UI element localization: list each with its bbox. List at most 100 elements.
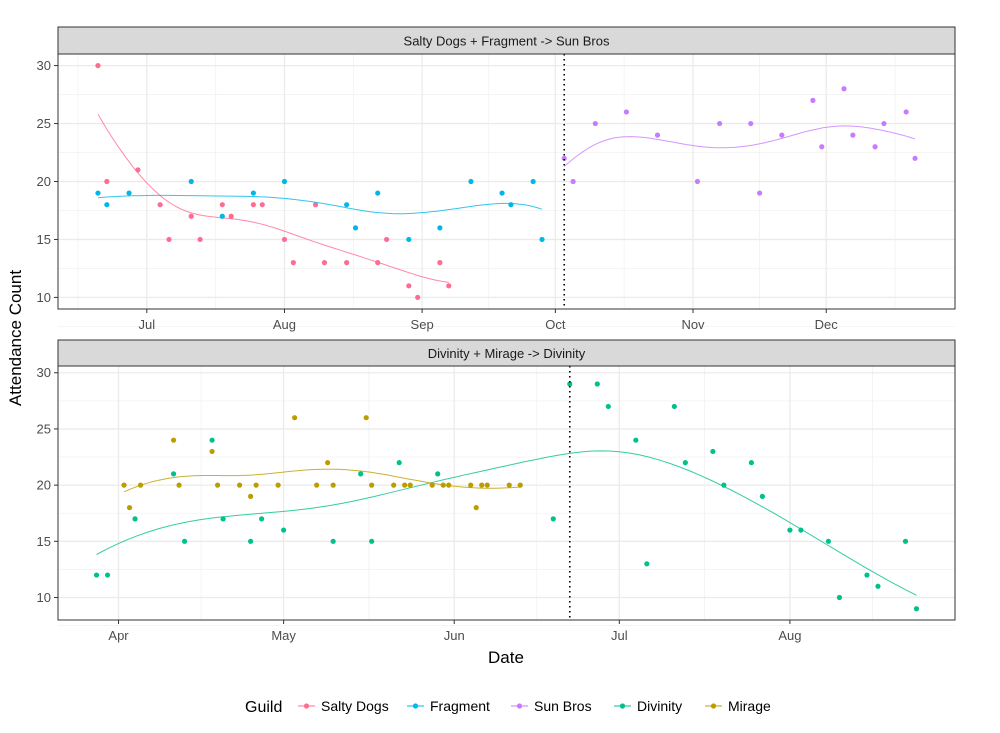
x-tick-label: Dec bbox=[815, 317, 839, 332]
data-point-salty-dogs bbox=[104, 178, 110, 185]
smooth-line-sun-bros bbox=[563, 125, 916, 167]
data-point-divinity bbox=[435, 471, 441, 477]
data-point-fragment bbox=[352, 225, 359, 231]
data-point-divinity bbox=[259, 516, 265, 522]
data-point-salty-dogs bbox=[250, 202, 256, 208]
data-point-fragment bbox=[344, 202, 350, 208]
data-point-salty-dogs bbox=[312, 202, 319, 208]
x-tick-label: Jun bbox=[444, 628, 465, 643]
data-point-divinity bbox=[721, 482, 727, 488]
data-point-fragment bbox=[250, 190, 256, 196]
facet-panel: 10 15 20 25 30 Apr May Jun Jul Aug Divinity + Mira… bbox=[37, 339, 956, 643]
data-point-divinity bbox=[369, 538, 375, 544]
data-point-mirage bbox=[407, 482, 413, 488]
x-tick-label: Sep bbox=[411, 317, 434, 332]
facet-strip-title: Divinity + Mirage -> Divinity bbox=[428, 346, 586, 361]
data-point-salty-dogs bbox=[135, 167, 141, 173]
data-point-divinity bbox=[93, 572, 100, 578]
data-point-salty-dogs bbox=[437, 260, 443, 266]
x-tick-label: Oct bbox=[545, 317, 566, 332]
data-point-salty-dogs bbox=[344, 260, 350, 266]
data-point-sun-bros bbox=[779, 132, 785, 138]
data-point-divinity bbox=[798, 527, 804, 533]
data-point-divinity bbox=[104, 572, 111, 578]
legend-label: Divinity bbox=[637, 698, 682, 714]
y-tick-label: 10 bbox=[37, 290, 51, 305]
y-tick-label: 30 bbox=[37, 365, 51, 380]
data-point-sun-bros bbox=[757, 190, 763, 196]
data-point-mirage bbox=[253, 482, 259, 488]
data-point-mirage bbox=[446, 482, 452, 488]
data-point-mirage bbox=[517, 482, 523, 488]
facet-strip bbox=[57, 339, 956, 367]
y-tick-label: 25 bbox=[37, 116, 51, 131]
y-axis-title: Attendance Count bbox=[6, 270, 25, 406]
data-point-sun-bros bbox=[903, 109, 909, 115]
facet-strip-title: Salty Dogs + Fragment -> Sun Bros bbox=[404, 34, 610, 49]
legend-label: Mirage bbox=[728, 698, 771, 714]
data-point-divinity bbox=[132, 516, 138, 522]
data-point-sun-bros bbox=[592, 120, 598, 127]
data-point-sun-bros bbox=[570, 178, 576, 185]
legend-item: Sun Bros bbox=[511, 698, 592, 714]
legend-key-point bbox=[619, 703, 626, 709]
data-point-salty-dogs bbox=[281, 236, 288, 243]
data-point-salty-dogs bbox=[446, 283, 452, 289]
data-point-divinity bbox=[682, 460, 688, 466]
data-point-sun-bros bbox=[912, 155, 918, 161]
data-point-mirage bbox=[248, 493, 254, 499]
data-point-sun-bros bbox=[654, 132, 661, 138]
legend-label: Fragment bbox=[430, 698, 490, 714]
data-point-sun-bros bbox=[561, 155, 567, 161]
data-point-salty-dogs bbox=[321, 260, 328, 266]
panel-background bbox=[58, 366, 955, 620]
legend: Guild Salty Dogs Fragment Sun Bros Divinity… bbox=[245, 698, 771, 716]
x-tick-label: Apr bbox=[108, 628, 129, 643]
legend-item: Mirage bbox=[705, 698, 771, 714]
data-point-divinity bbox=[875, 583, 881, 589]
data-point-divinity bbox=[330, 538, 336, 544]
smooth-line-fragment bbox=[97, 194, 543, 215]
data-point-mirage bbox=[484, 482, 490, 488]
legend-key-point bbox=[412, 703, 419, 709]
data-point-salty-dogs bbox=[415, 294, 421, 301]
data-point-mirage bbox=[126, 505, 133, 511]
data-point-mirage bbox=[506, 482, 512, 488]
data-point-divinity bbox=[220, 516, 226, 522]
data-point-divinity bbox=[594, 381, 600, 387]
y-tick-label: 10 bbox=[37, 590, 51, 605]
data-point-fragment bbox=[406, 236, 412, 243]
data-point-fragment bbox=[375, 190, 381, 196]
legend-key-point bbox=[710, 703, 717, 709]
y-tick-label: 30 bbox=[37, 58, 51, 73]
data-point-mirage bbox=[314, 482, 320, 488]
data-point-sun-bros bbox=[872, 144, 878, 150]
data-point-divinity bbox=[710, 448, 716, 455]
data-point-divinity bbox=[358, 471, 364, 477]
data-point-mirage bbox=[275, 482, 281, 488]
legend-label: Sun Bros bbox=[534, 698, 592, 714]
data-point-mirage bbox=[402, 482, 408, 488]
legend-item: Fragment bbox=[407, 698, 490, 714]
data-point-fragment bbox=[95, 190, 101, 196]
x-tick-label: Nov bbox=[681, 317, 705, 332]
data-point-fragment bbox=[530, 178, 536, 185]
data-point-sun-bros bbox=[819, 144, 825, 150]
data-point-divinity bbox=[170, 471, 177, 477]
data-point-mirage bbox=[363, 415, 369, 421]
legend-key-point bbox=[516, 703, 523, 709]
data-point-divinity bbox=[396, 460, 402, 466]
facet-strip bbox=[57, 26, 956, 55]
x-tick-label: Aug bbox=[273, 317, 296, 332]
data-point-salty-dogs bbox=[259, 202, 265, 208]
y-tick-label: 25 bbox=[37, 421, 51, 436]
data-point-divinity bbox=[550, 516, 556, 522]
data-point-salty-dogs bbox=[188, 213, 194, 219]
smooth-line-salty-dogs bbox=[97, 113, 449, 283]
data-point-sun-bros bbox=[881, 120, 887, 127]
data-point-mirage bbox=[391, 482, 397, 488]
data-point-divinity bbox=[836, 594, 843, 601]
data-point-divinity bbox=[281, 527, 287, 533]
